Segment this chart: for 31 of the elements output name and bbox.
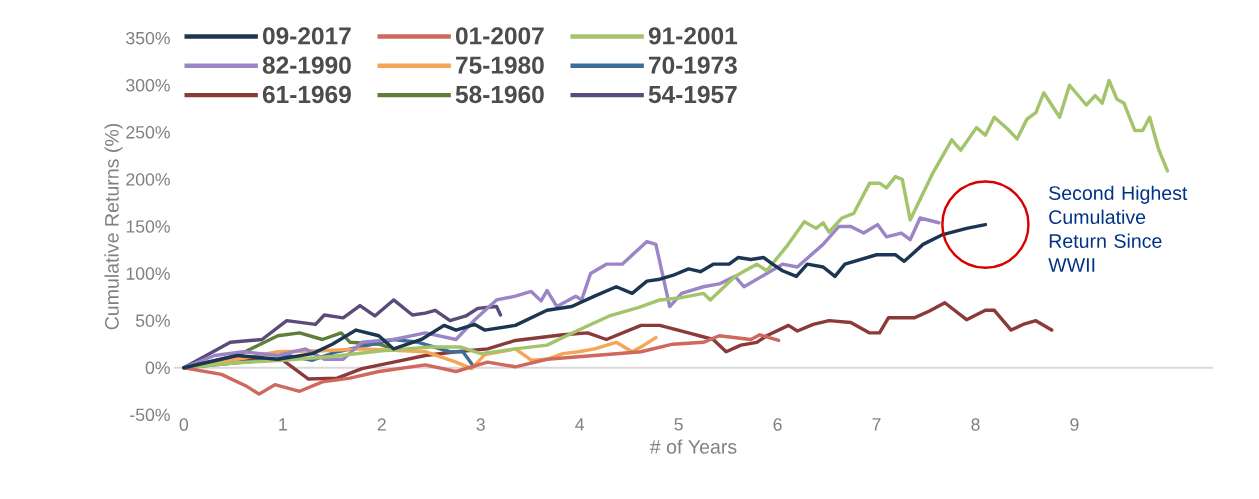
legend-label: 91-2001 — [648, 27, 738, 45]
x-tick-label: 4 — [575, 418, 585, 431]
x-tick-label: 2 — [377, 418, 386, 431]
x-tick-label: 6 — [773, 418, 782, 431]
x-tick-label: 1 — [279, 418, 287, 431]
legend-label: 09-2017 — [262, 27, 351, 45]
legend-label: 61-1969 — [262, 85, 351, 104]
y-tick-label: -50% — [130, 408, 170, 422]
legend-label: 75-1980 — [456, 56, 544, 74]
legend-label: 54-1957 — [648, 85, 737, 104]
y-tick-label: 300% — [126, 79, 170, 92]
x-tick-label: 8 — [971, 418, 980, 431]
y-tick-label: 100% — [126, 267, 170, 280]
legend-label: 01-2007 — [455, 27, 544, 45]
y-tick-label: 200% — [126, 173, 170, 186]
x-tick-label: 9 — [1070, 418, 1079, 431]
x-tick-label: 7 — [872, 418, 881, 431]
legend-label: 70-1973 — [649, 56, 737, 74]
x-tick-label: 3 — [476, 418, 485, 431]
legend-label: 58-1960 — [455, 85, 544, 104]
y-tick-label: 350% — [126, 31, 170, 45]
y-tick-label: 0% — [145, 361, 170, 374]
x-tick-label: 5 — [674, 418, 683, 431]
y-tick-label: 50% — [135, 314, 170, 327]
x-axis-title: # of Years — [649, 439, 737, 454]
x-tick-label: 0 — [179, 418, 189, 431]
y-tick-label: 150% — [126, 220, 170, 233]
legend-label: 82-1990 — [262, 56, 351, 74]
y-tick-label: 250% — [126, 126, 170, 139]
y-axis-title: Cumulative Returns (%) — [104, 123, 123, 330]
annotation: Second Highest Cumulative Return Since WWII — [1048, 185, 1188, 272]
